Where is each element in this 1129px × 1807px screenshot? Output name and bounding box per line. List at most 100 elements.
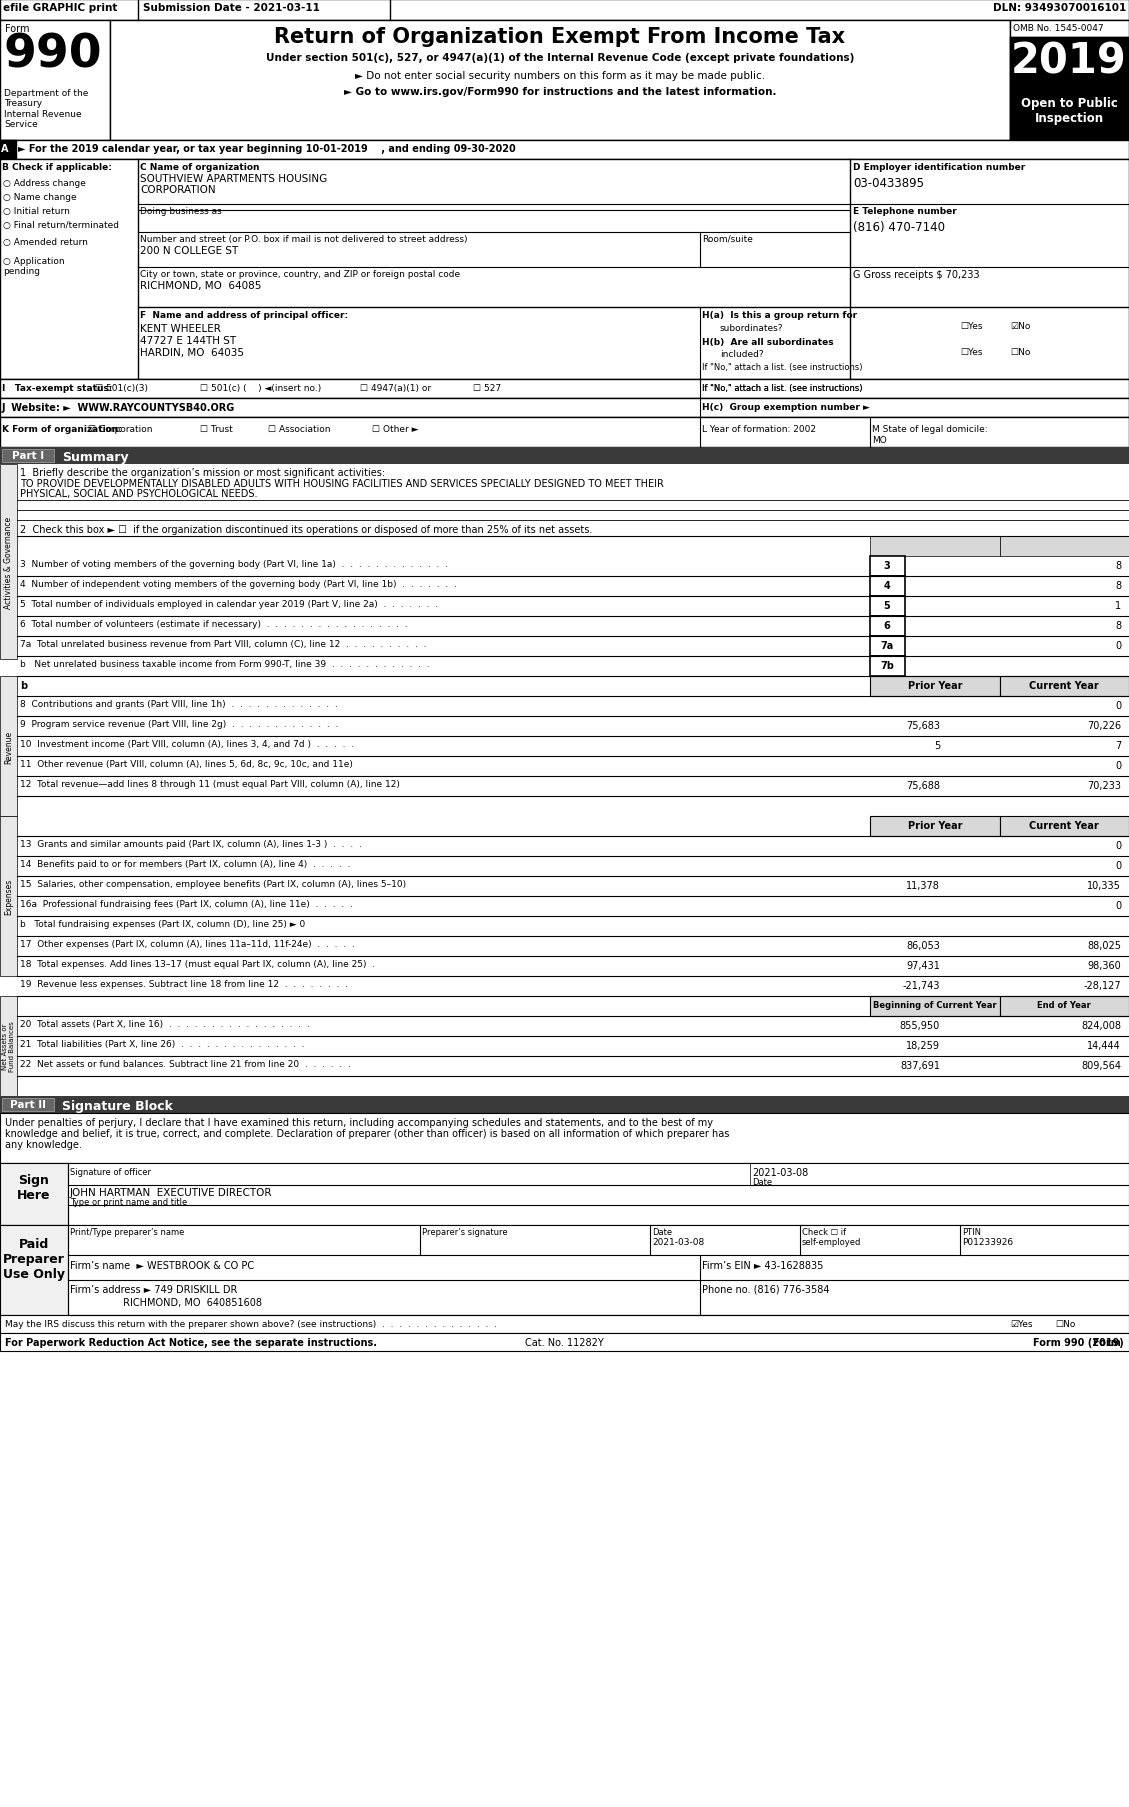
Text: Type or print name and title: Type or print name and title <box>70 1198 187 1207</box>
Text: 70,226: 70,226 <box>1087 721 1121 730</box>
Bar <box>0 676 17 817</box>
Bar <box>0 1164 1129 1225</box>
Text: Firm’s address ► 749 DRISKILL DR: Firm’s address ► 749 DRISKILL DR <box>70 1285 237 1294</box>
Text: 88,025: 88,025 <box>1087 940 1121 950</box>
Bar <box>1000 676 1129 698</box>
Bar <box>0 141 16 159</box>
Text: b: b <box>20 681 27 690</box>
Text: Phone no. (816) 776-3584: Phone no. (816) 776-3584 <box>702 1285 830 1294</box>
Bar <box>2 450 54 463</box>
Text: C Name of organization: C Name of organization <box>140 163 260 172</box>
Text: Check ☐ if: Check ☐ if <box>802 1227 846 1236</box>
Text: Revenue: Revenue <box>5 730 14 763</box>
Text: 70,233: 70,233 <box>1087 781 1121 791</box>
Bar <box>0 1097 1129 1113</box>
Text: Sign
Here: Sign Here <box>17 1173 51 1202</box>
Text: ☐ 4947(a)(1) or: ☐ 4947(a)(1) or <box>360 383 431 392</box>
Text: 4: 4 <box>884 580 891 591</box>
Bar <box>0 399 1129 417</box>
Text: b   Net unrelated business taxable income from Form 990-T, line 39  .  .  .  .  : b Net unrelated business taxable income … <box>20 660 430 669</box>
Text: ☑Yes: ☑Yes <box>1010 1319 1033 1328</box>
Text: KENT WHEELER: KENT WHEELER <box>140 323 221 334</box>
Text: Summary: Summary <box>62 450 129 464</box>
Bar <box>0 22 110 141</box>
Text: Print/Type preparer’s name: Print/Type preparer’s name <box>70 1227 184 1236</box>
Text: 5: 5 <box>884 600 891 611</box>
Bar <box>0 0 1129 22</box>
Text: ☐ Trust: ☐ Trust <box>200 425 233 434</box>
Bar <box>1010 38 1129 92</box>
Text: ☐ 527: ☐ 527 <box>473 383 501 392</box>
Text: Firm’s name  ► WESTBROOK & CO PC: Firm’s name ► WESTBROOK & CO PC <box>70 1259 254 1270</box>
Text: I   Tax-exempt status:: I Tax-exempt status: <box>2 383 113 392</box>
Text: G Gross receipts $ 70,233: G Gross receipts $ 70,233 <box>854 269 980 280</box>
Text: OMB No. 1545-0047: OMB No. 1545-0047 <box>1013 23 1104 33</box>
Text: Part II: Part II <box>10 1099 46 1109</box>
Text: Date: Date <box>752 1178 772 1187</box>
Text: H(a)  Is this a group return for: H(a) Is this a group return for <box>702 311 857 320</box>
Text: 5: 5 <box>934 741 940 750</box>
Text: Signature of officer: Signature of officer <box>70 1167 151 1176</box>
Text: D Employer identification number: D Employer identification number <box>854 163 1025 172</box>
Text: Current Year: Current Year <box>1030 820 1099 831</box>
Text: Paid
Preparer
Use Only: Paid Preparer Use Only <box>3 1238 65 1281</box>
Text: 990: 990 <box>5 33 103 78</box>
Text: Room/suite: Room/suite <box>702 235 753 244</box>
Text: ► Go to www.irs.gov/Form990 for instructions and the latest information.: ► Go to www.irs.gov/Form990 for instruct… <box>343 87 777 98</box>
Text: 11,378: 11,378 <box>907 880 940 891</box>
Text: HARDIN, MO  64035: HARDIN, MO 64035 <box>140 347 244 358</box>
Text: M State of legal domicile:: M State of legal domicile: <box>872 425 988 434</box>
Bar <box>0 448 1129 464</box>
Text: 9  Program service revenue (Part VIII, line 2g)  .  .  .  .  .  .  .  .  .  .  .: 9 Program service revenue (Part VIII, li… <box>20 719 339 728</box>
Text: ☐ 501(c) (    ) ◄(insert no.): ☐ 501(c) ( ) ◄(insert no.) <box>200 383 322 392</box>
Text: 6  Total number of volunteers (estimate if necessary)  .  .  .  .  .  .  .  .  .: 6 Total number of volunteers (estimate i… <box>20 620 408 629</box>
Bar <box>0 1164 68 1225</box>
Text: 14  Benefits paid to or for members (Part IX, column (A), line 4)  .  .  .  .  .: 14 Benefits paid to or for members (Part… <box>20 860 350 869</box>
Text: ☑No: ☑No <box>1010 322 1031 331</box>
Text: 20  Total assets (Part X, line 16)  .  .  .  .  .  .  .  .  .  .  .  .  .  .  . : 20 Total assets (Part X, line 16) . . . … <box>20 1019 309 1028</box>
Text: subordinates?: subordinates? <box>720 323 784 332</box>
Bar <box>1000 537 1129 557</box>
Text: 98,360: 98,360 <box>1087 961 1121 970</box>
Bar <box>0 996 17 1097</box>
Text: MO: MO <box>872 435 886 445</box>
Bar <box>1000 817 1129 837</box>
Text: 1: 1 <box>1114 600 1121 611</box>
Text: Return of Organization Exempt From Income Tax: Return of Organization Exempt From Incom… <box>274 27 846 47</box>
Text: 97,431: 97,431 <box>907 961 940 970</box>
Text: 3  Number of voting members of the governing body (Part VI, line 1a)  .  .  .  .: 3 Number of voting members of the govern… <box>20 560 448 569</box>
Text: Department of the
Treasury
Internal Revenue
Service: Department of the Treasury Internal Reve… <box>5 89 88 128</box>
Text: Part I: Part I <box>12 450 44 461</box>
Text: Net Assets or
Fund Balances: Net Assets or Fund Balances <box>2 1021 15 1072</box>
Bar <box>870 576 905 596</box>
Text: Activities & Governance: Activities & Governance <box>5 517 14 609</box>
Text: 17  Other expenses (Part IX, column (A), lines 11a–11d, 11f-24e)  .  .  .  .  .: 17 Other expenses (Part IX, column (A), … <box>20 940 355 949</box>
Text: ☐Yes: ☐Yes <box>960 347 982 356</box>
Bar <box>0 1225 68 1315</box>
Text: 14,444: 14,444 <box>1087 1041 1121 1050</box>
Text: For Paperwork Reduction Act Notice, see the separate instructions.: For Paperwork Reduction Act Notice, see … <box>5 1337 377 1348</box>
Bar <box>870 656 905 676</box>
Text: JOHN HARTMAN  EXECUTIVE DIRECTOR: JOHN HARTMAN EXECUTIVE DIRECTOR <box>70 1187 272 1198</box>
Text: Date: Date <box>653 1227 672 1236</box>
Text: 7b: 7b <box>881 661 894 670</box>
Text: 0: 0 <box>1114 840 1121 851</box>
Text: 3: 3 <box>884 560 891 571</box>
Text: 809,564: 809,564 <box>1080 1061 1121 1070</box>
Text: 11  Other revenue (Part VIII, column (A), lines 5, 6d, 8c, 9c, 10c, and 11e): 11 Other revenue (Part VIII, column (A),… <box>20 759 353 768</box>
Bar <box>870 817 1000 837</box>
Bar <box>870 996 1000 1016</box>
Text: Form 990 (2019): Form 990 (2019) <box>1033 1337 1124 1348</box>
Bar <box>0 1225 1129 1315</box>
Text: ☐ Other ►: ☐ Other ► <box>371 425 419 434</box>
Text: 03-0433895: 03-0433895 <box>854 177 924 190</box>
Text: Current Year: Current Year <box>1030 681 1099 690</box>
Text: P01233926: P01233926 <box>962 1238 1013 1247</box>
Text: A: A <box>1 145 9 154</box>
Text: Doing business as: Doing business as <box>140 206 221 215</box>
Text: 2019: 2019 <box>1012 40 1127 81</box>
Text: 86,053: 86,053 <box>907 940 940 950</box>
Text: 0: 0 <box>1114 761 1121 770</box>
Text: If "No," attach a list. (see instructions): If "No," attach a list. (see instruction… <box>702 383 863 392</box>
Text: 2  Check this box ► ☐  if the organization discontinued its operations or dispos: 2 Check this box ► ☐ if the organization… <box>20 524 593 535</box>
